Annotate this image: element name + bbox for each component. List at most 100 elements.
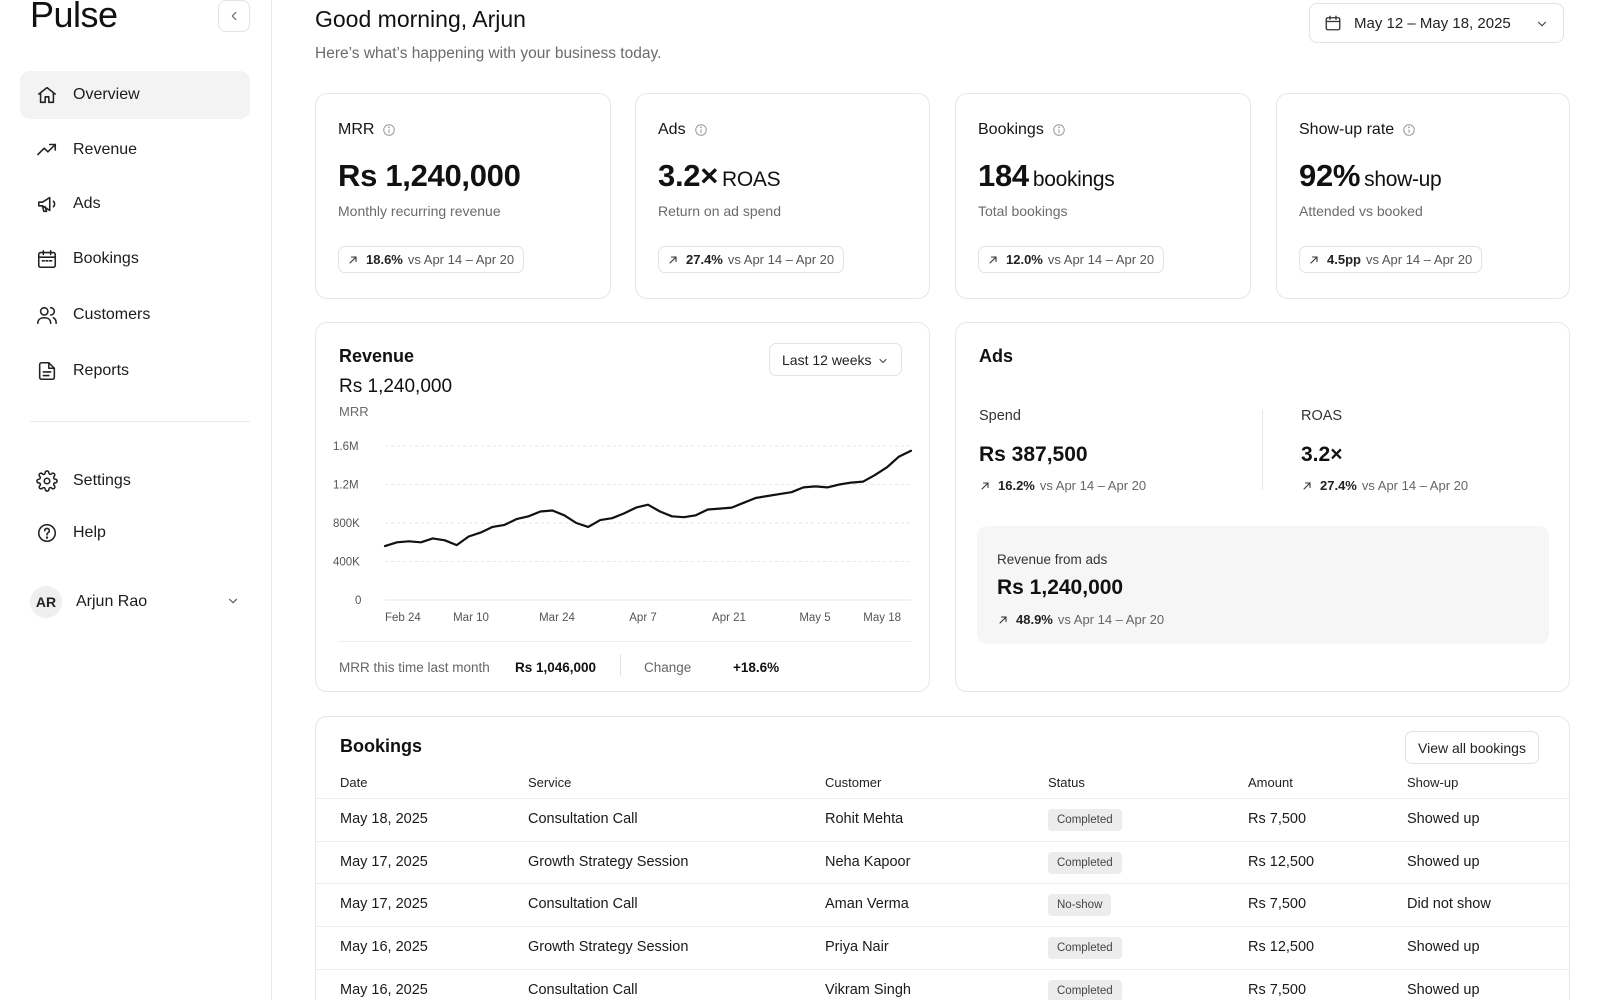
- help-circle-icon: [37, 523, 57, 543]
- user-menu[interactable]: AR Arjun Rao: [30, 585, 240, 619]
- cell-customer[interactable]: Aman Verma: [825, 896, 909, 913]
- trend-compare: vs Apr 14 – Apr 20: [1365, 252, 1473, 267]
- sidebar-item-label: Bookings: [73, 250, 139, 267]
- sidebar-divider: [30, 421, 250, 422]
- revenue-line-chart: 0 400K 800K 1.2M 1.6M Feb 24 Mar 10 Mar 24 Apr 7…: [333, 441, 913, 624]
- bookings-card: [315, 716, 1570, 1000]
- revenue-metric-label: MRR: [339, 404, 369, 419]
- kpi-card-show-up-rate[interactable]: Show-up rate 92% show-up Attended vs book…: [1276, 93, 1570, 299]
- table-row-divider: [316, 968, 1569, 970]
- info-icon[interactable]: [694, 123, 708, 137]
- trending-up-icon: [37, 143, 57, 156]
- trend-compare: vs Apr 14 – Apr 20: [1047, 252, 1155, 267]
- mrr-last-month-value: Rs 1,046,000: [515, 660, 597, 675]
- sidebar-item-settings[interactable]: Settings: [20, 457, 250, 505]
- sidebar-item-revenue[interactable]: Revenue: [20, 126, 250, 174]
- trend-compare: vs Apr 14 – Apr 20: [1361, 478, 1469, 493]
- kpi-card-bookings[interactable]: Bookings 184 bookings Total bookings 12.0…: [955, 93, 1251, 299]
- kpi-value-number: 3.2×: [658, 158, 718, 193]
- divider: [620, 654, 621, 676]
- cell-service: Growth Strategy Session: [528, 853, 689, 870]
- spend-trend: 16.2% vs Apr 14 – Apr 20: [979, 478, 1146, 493]
- spend-label: Spend: [979, 408, 1021, 424]
- date-range-picker[interactable]: May 12 – May 18, 2025: [1309, 3, 1564, 43]
- sidebar-item-label: Reports: [73, 362, 130, 379]
- arrow-up-right-icon: [999, 615, 1007, 624]
- revenue-from-ads-value: Rs 1,240,000: [997, 576, 1124, 599]
- info-icon[interactable]: [1052, 123, 1066, 137]
- sidebar-item-ads[interactable]: Ads: [20, 180, 250, 228]
- sidebar-item-customers[interactable]: Customers: [20, 291, 250, 339]
- kpi-value: 3.2× ROAS: [658, 158, 781, 194]
- kpi-value-unit: show-up: [1364, 168, 1442, 191]
- roas-label: ROAS: [1301, 408, 1343, 424]
- sidebar-item-label: Overview: [73, 86, 140, 103]
- kpi-card-ads[interactable]: Ads 3.2× ROAS Return on ad spend 27.4% vs …: [635, 93, 930, 299]
- column-header-status[interactable]: Status: [1048, 775, 1085, 790]
- sidebar: Pulse Overview Revenue Ads Bookings Cust…: [0, 0, 272, 1000]
- kpi-card-mrr[interactable]: MRR Rs 1,240,000 Monthly recurring reven…: [315, 93, 611, 299]
- arrow-up-right-icon: [669, 255, 677, 264]
- arrow-up-right-icon: [1310, 255, 1318, 264]
- chevron-down-icon: [1537, 21, 1547, 27]
- cell-service: Consultation Call: [528, 811, 638, 827]
- trend-value: 18.6%: [366, 252, 403, 267]
- status-badge: Completed: [1048, 979, 1122, 1000]
- cell-customer[interactable]: Neha Kapoor: [825, 853, 911, 870]
- kpi-title-text: Show-up rate: [1299, 121, 1395, 138]
- gear-icon: [36, 470, 58, 492]
- sidebar-item-label: Ads: [73, 195, 101, 212]
- divider: [1262, 410, 1263, 490]
- kpi-value: 184 bookings: [978, 158, 1115, 194]
- arrow-up-right-icon: [989, 255, 997, 264]
- sidebar-item-label: Settings: [73, 472, 131, 489]
- cell-service: Consultation Call: [528, 896, 638, 913]
- y-tick-label: 1.2M: [333, 480, 359, 492]
- revenue-value: Rs 1,240,000: [339, 376, 453, 397]
- calendar-icon: [37, 249, 57, 269]
- collapse-sidebar-button[interactable]: [218, 0, 250, 32]
- mrr-last-month-label: MRR this time last month: [339, 660, 490, 675]
- cell-amount: Rs 12,500: [1248, 853, 1315, 870]
- kpi-value-number: 184: [978, 158, 1029, 193]
- revenue-from-ads-label: Revenue from ads: [997, 552, 1108, 567]
- view-all-bookings-button[interactable]: View all bookings: [1405, 731, 1539, 764]
- cell-show-up: Showed up: [1407, 853, 1480, 870]
- y-tick-label: 400K: [333, 557, 360, 569]
- kpi-description: Return on ad spend: [658, 203, 781, 219]
- column-header-customer[interactable]: Customer: [825, 775, 882, 790]
- sidebar-item-help[interactable]: Help: [20, 509, 250, 557]
- trend-badge: 27.4% vs Apr 14 – Apr 20: [658, 246, 845, 273]
- change-value: +18.6%: [733, 660, 780, 675]
- column-header-service[interactable]: Service: [528, 775, 572, 790]
- page-subtitle: Here’s what’s happening with your busine…: [315, 45, 662, 62]
- column-header-show-up[interactable]: Show-up: [1407, 775, 1459, 790]
- info-icon[interactable]: [1402, 123, 1416, 137]
- cell-customer[interactable]: Rohit Mehta: [825, 811, 904, 827]
- avatar: AR: [30, 586, 62, 618]
- mrr-series-line[interactable]: [383, 449, 913, 548]
- roas-value: 3.2×: [1301, 443, 1343, 466]
- trend-badge: 18.6% vs Apr 14 – Apr 20: [338, 246, 525, 273]
- x-tick-label: Mar 10: [453, 612, 489, 624]
- sidebar-item-reports[interactable]: Reports: [20, 347, 250, 395]
- column-header-amount[interactable]: Amount: [1248, 775, 1293, 790]
- cell-service: Growth Strategy Session: [528, 939, 689, 956]
- sidebar-item-bookings[interactable]: Bookings: [20, 235, 250, 283]
- revenue-range-select[interactable]: Last 12 weeks: [769, 343, 902, 376]
- cell-customer[interactable]: Vikram Singh: [825, 981, 911, 998]
- trend-value: 27.4%: [1320, 478, 1357, 493]
- info-icon[interactable]: [382, 123, 396, 137]
- sidebar-item-overview[interactable]: Overview: [20, 71, 250, 119]
- trend-value: 48.9%: [1016, 612, 1053, 627]
- column-header-date[interactable]: Date: [340, 775, 368, 790]
- kpi-value-unit: bookings: [1032, 168, 1115, 191]
- trend-badge: 12.0% vs Apr 14 – Apr 20: [978, 246, 1165, 273]
- arrow-up-right-icon: [1303, 481, 1311, 490]
- revenue-from-ads-trend: 48.9% vs Apr 14 – Apr 20: [997, 612, 1164, 627]
- kpi-title: MRR: [338, 121, 396, 139]
- kpi-value-unit: ROAS: [722, 168, 781, 191]
- kpi-description: Attended vs booked: [1299, 203, 1423, 219]
- user-name: Arjun Rao: [76, 593, 148, 610]
- cell-customer[interactable]: Priya Nair: [825, 939, 889, 956]
